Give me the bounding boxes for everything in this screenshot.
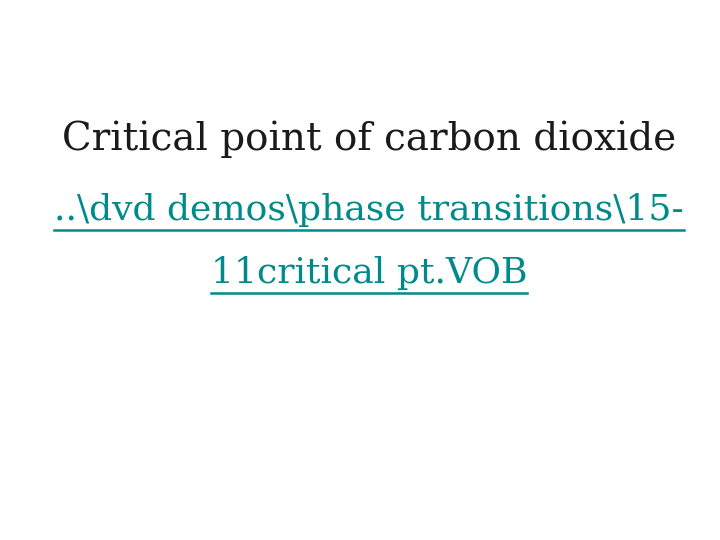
Text: ..\dvd demos\phase transitions\15-: ..\dvd demos\phase transitions\15- (54, 193, 684, 227)
Text: Critical point of carbon dioxide: Critical point of carbon dioxide (62, 121, 676, 158)
Text: 11critical pt.VOB: 11critical pt.VOB (211, 256, 527, 289)
